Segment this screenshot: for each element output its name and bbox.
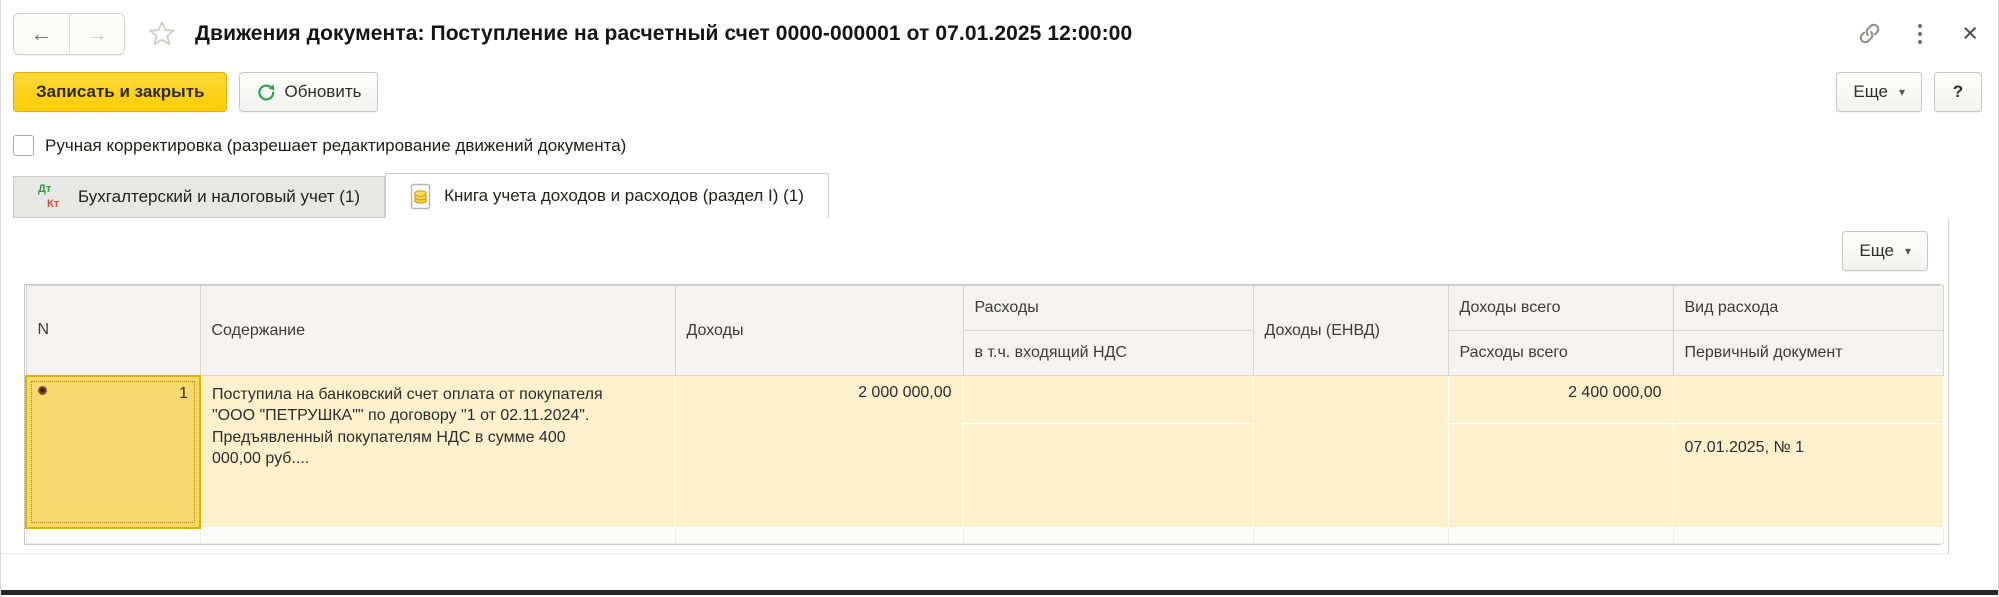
ledger-grid: N Содержание Доходы Расходы Доходы (ЕНВД… xyxy=(24,284,1944,545)
get-link-icon[interactable] xyxy=(1857,21,1882,46)
page-title: Движения документа: Поступление на расче… xyxy=(195,21,1133,45)
header-row-1: N Содержание Доходы Расходы Доходы (ЕНВД… xyxy=(25,285,1944,376)
more-actions-label: Еще xyxy=(1853,82,1888,101)
window-bottom-edge xyxy=(1,590,1998,595)
more-menu-icon[interactable] xyxy=(1912,22,1928,46)
tab-label: Бухгалтерский и налоговый учет (1) xyxy=(78,187,361,206)
ledger-book-icon xyxy=(410,183,431,210)
manual-adjustment-row[interactable]: Ручная корректировка (разрешает редактир… xyxy=(13,135,1982,156)
chevron-down-icon: ▾ xyxy=(1898,85,1905,99)
table-row-sub: 07.01.2025, № 1 xyxy=(26,423,1944,528)
save-and-close-button[interactable]: Записать и закрыть xyxy=(13,72,228,112)
cell-primary-doc[interactable]: 07.01.2025, № 1 xyxy=(1672,423,1944,528)
empty-grid-row xyxy=(25,527,1944,544)
table-row: 1 Поступила на банковский счет оплата от… xyxy=(25,374,1944,529)
cell-row-number[interactable]: 1 xyxy=(25,374,201,529)
cell-income-envd[interactable] xyxy=(1252,375,1449,528)
cell-content[interactable]: Поступила на банковский счет оплата от п… xyxy=(199,375,676,528)
more-actions-button[interactable]: Еще ▾ xyxy=(1836,72,1922,112)
forward-button[interactable]: → xyxy=(69,13,124,54)
refresh-label: Обновить xyxy=(284,82,362,101)
col-header-income-envd: Доходы (ЕНВД) xyxy=(1252,285,1449,376)
col-header-content: Содержание xyxy=(199,285,676,376)
current-row-marker-icon xyxy=(38,385,47,395)
command-bar: Записать и закрыть Обновить Еще ▾ ? xyxy=(1,72,1998,112)
col-header-income-total: Доходы всего xyxy=(1447,285,1674,331)
cell-expense[interactable] xyxy=(962,375,1254,424)
col-header-expense: Расходы xyxy=(962,285,1254,331)
col-header-expense-sub: в т.ч. входящий НДС xyxy=(962,330,1254,376)
ledger-tab-content: Еще ▾ N Содержание Доходы Расходы Доходы… xyxy=(1,218,1949,554)
history-nav-group: ← → xyxy=(13,12,125,55)
debit-credit-icon: Дт Кт xyxy=(38,183,60,210)
back-button[interactable]: ← xyxy=(14,13,69,54)
col-header-expense-kind: Вид расхода xyxy=(1672,285,1944,331)
tab-accounting-register[interactable]: Дт Кт Бухгалтерский и налоговый учет (1) xyxy=(13,176,386,218)
grid-more-button[interactable]: Еще ▾ xyxy=(1842,231,1928,271)
cell-expense-kind[interactable] xyxy=(1672,375,1944,424)
header-row-2: в т.ч. входящий НДС Расходы всего Первич… xyxy=(26,330,1944,376)
register-tabs: Дт Кт Бухгалтерский и налоговый учет (1)… xyxy=(1,173,1998,218)
grid-more-label: Еще xyxy=(1859,241,1894,260)
col-header-expense-total: Расходы всего xyxy=(1447,330,1674,376)
close-icon[interactable]: × xyxy=(1962,18,1978,48)
titlebar: ← → Движения документа: Поступление на р… xyxy=(1,0,1998,62)
col-header-n: N xyxy=(25,285,201,376)
cell-income[interactable]: 2 000 000,00 xyxy=(674,375,964,528)
titlebar-actions: × xyxy=(1857,20,1982,47)
chevron-down-icon: ▾ xyxy=(1904,244,1911,258)
cell-expense-total[interactable] xyxy=(1447,423,1674,528)
grid-toolbar: Еще ▾ xyxy=(1,218,1948,284)
col-header-primary-doc: Первичный документ xyxy=(1672,330,1944,376)
refresh-button[interactable]: Обновить xyxy=(239,72,379,112)
help-button[interactable]: ? xyxy=(1934,72,1982,112)
cell-expense-sub[interactable] xyxy=(962,423,1254,528)
tab-income-expense-ledger[interactable]: Книга учета доходов и расходов (раздел I… xyxy=(385,173,829,218)
cell-income-total[interactable]: 2 400 000,00 xyxy=(1447,375,1674,424)
favorite-star-icon[interactable] xyxy=(147,19,177,49)
manual-adjustment-label: Ручная корректировка (разрешает редактир… xyxy=(45,135,627,155)
manual-adjustment-checkbox[interactable] xyxy=(13,135,34,156)
refresh-icon xyxy=(256,83,275,102)
tab-label: Книга учета доходов и расходов (раздел I… xyxy=(444,186,804,205)
col-header-income: Доходы xyxy=(674,285,964,376)
